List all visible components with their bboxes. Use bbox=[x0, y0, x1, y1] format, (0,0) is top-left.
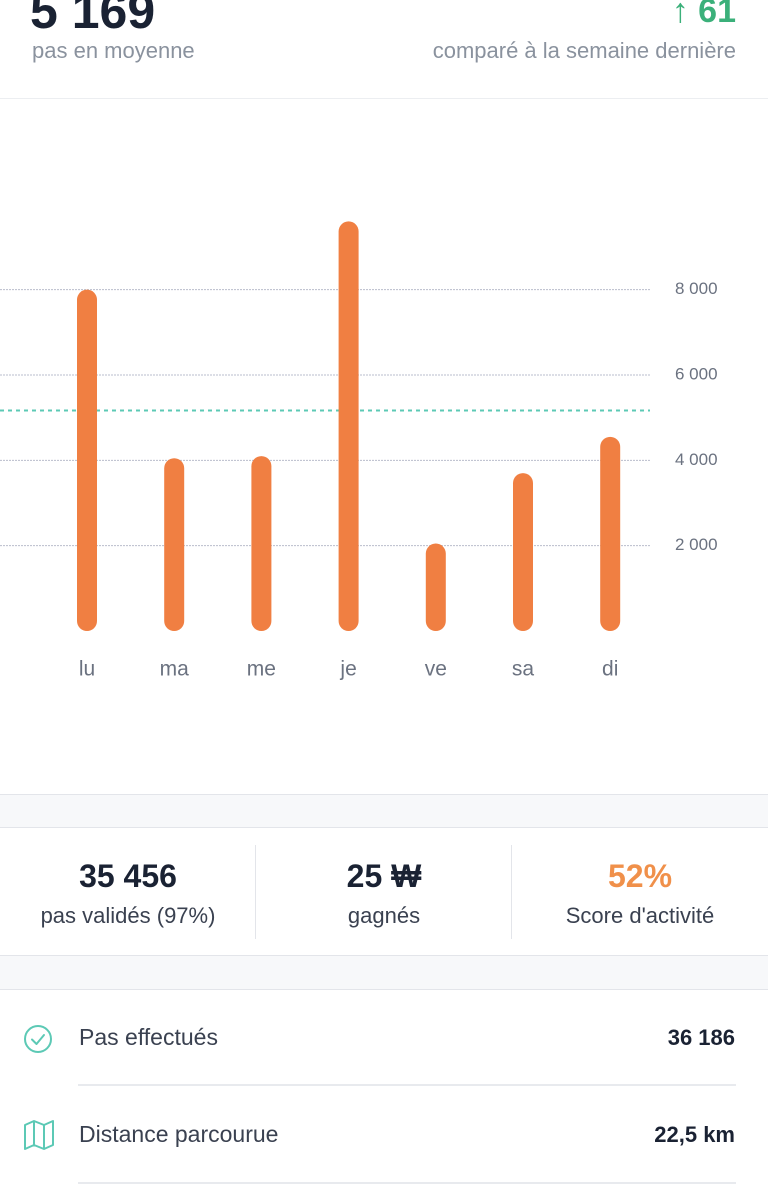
bar bbox=[600, 436, 621, 631]
detail-label: Distance parcourue bbox=[79, 1121, 279, 1147]
stat-label: pas validés (97%) bbox=[40, 903, 216, 928]
map-icon bbox=[24, 1120, 54, 1150]
bar bbox=[251, 456, 272, 631]
x-tick-label: je bbox=[339, 658, 356, 681]
section-band bbox=[0, 955, 768, 990]
stat-label: gagnés bbox=[347, 903, 421, 928]
average-value: 5 169 bbox=[30, 0, 156, 39]
detail-value: 22,5 km bbox=[654, 1122, 735, 1147]
y-tick-label: 4 000 bbox=[675, 450, 718, 469]
row-divider bbox=[78, 1182, 736, 1184]
stat-value: 52% bbox=[607, 858, 673, 894]
bar bbox=[77, 289, 97, 631]
detail-label: Pas effectués bbox=[79, 1024, 218, 1050]
header-divider bbox=[0, 98, 768, 99]
x-tick-label: di bbox=[602, 658, 618, 681]
chart: 2 000 4 000 6 000 8 000 lu ma me je ve sa di bbox=[0, 221, 718, 681]
y-tick-label: 2 000 bbox=[675, 535, 718, 554]
x-tick-label: sa bbox=[512, 658, 535, 681]
detail-value: 36 186 bbox=[667, 1025, 735, 1050]
y-tick-label: 6 000 bbox=[675, 364, 718, 383]
delta-caption: comparé à la semaine dernière bbox=[432, 38, 736, 63]
x-tick-label: lu bbox=[79, 658, 95, 681]
stat-value: 25 ₩ bbox=[346, 858, 422, 894]
x-tick-label: ma bbox=[160, 658, 189, 681]
y-tick-label: 8 000 bbox=[675, 279, 718, 298]
bar bbox=[338, 221, 359, 631]
x-tick-label: me bbox=[247, 658, 276, 681]
bar bbox=[164, 458, 185, 631]
bar bbox=[425, 543, 446, 631]
stat: 52% Score d'activité bbox=[512, 858, 768, 929]
delta-value: ↑ 61 bbox=[671, 0, 736, 30]
stat-label: Score d'activité bbox=[565, 903, 715, 928]
stat: 25 ₩ gagnés bbox=[256, 858, 512, 929]
stat: 35 456 pas validés (97%) bbox=[0, 858, 256, 929]
x-tick-label: ve bbox=[425, 658, 447, 681]
average-caption: pas en moyenne bbox=[32, 38, 195, 63]
stat-value: 35 456 bbox=[79, 858, 177, 894]
stat-separator bbox=[255, 845, 256, 939]
stat-separator bbox=[511, 845, 512, 939]
check-icon bbox=[24, 1025, 52, 1053]
bar bbox=[513, 473, 533, 631]
section-band bbox=[0, 794, 768, 828]
row-divider bbox=[78, 1084, 736, 1086]
